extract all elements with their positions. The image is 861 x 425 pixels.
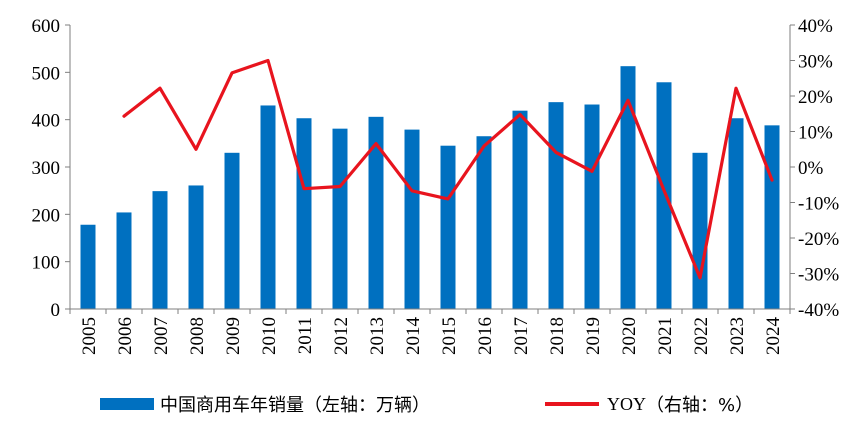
bar-2017 xyxy=(512,110,528,309)
x-tick-label-2014: 2014 xyxy=(403,317,424,356)
bar-2012 xyxy=(332,128,348,309)
x-tick-label-2023: 2023 xyxy=(727,317,748,355)
bar-2021 xyxy=(656,82,672,309)
bar-2008 xyxy=(188,185,204,309)
x-tick-label-2019: 2019 xyxy=(583,317,604,355)
bar-2019 xyxy=(584,104,600,310)
x-tick-label-2012: 2012 xyxy=(331,317,352,355)
x-tick-label-2017: 2017 xyxy=(511,317,532,355)
x-tick-label-2013: 2013 xyxy=(367,317,388,355)
bar-2010 xyxy=(260,105,276,309)
y-right-tick-label: 20% xyxy=(798,87,833,108)
y-right-tick-label: -10% xyxy=(798,194,839,215)
x-tick-label-2016: 2016 xyxy=(475,317,496,355)
yoy-line-series xyxy=(122,58,774,280)
bar-2022 xyxy=(692,152,708,309)
y-left-tick-label: 0 xyxy=(51,300,61,321)
x-tick-label-2010: 2010 xyxy=(259,317,280,355)
y-left-tick-label: 300 xyxy=(32,158,61,179)
bar-2014 xyxy=(404,129,420,309)
y-right-tick-label: 30% xyxy=(798,52,833,73)
bar-2016 xyxy=(476,136,492,309)
y-right-tick-label: 40% xyxy=(798,16,833,37)
bar-2015 xyxy=(440,145,456,309)
legend-swatch-line xyxy=(545,402,599,406)
y-left-tick-label: 400 xyxy=(32,111,61,132)
bar-2020 xyxy=(620,66,636,310)
y-left-tick-label: 600 xyxy=(32,16,61,37)
x-tick-label-2005: 2005 xyxy=(79,317,100,355)
bar-2009 xyxy=(224,152,240,309)
x-tick-label-2018: 2018 xyxy=(547,317,568,355)
y-left-tick-label: 500 xyxy=(32,63,61,84)
bar-2024 xyxy=(764,125,780,309)
y-right-tick-label: 0% xyxy=(798,158,824,179)
legend: 中国商用车年销量（左轴：万辆） YOY （右轴：%） xyxy=(0,389,861,419)
y-right-tick-label: 10% xyxy=(798,123,833,144)
bar-series xyxy=(80,66,780,310)
x-tick-label-2015: 2015 xyxy=(439,317,460,355)
y-right-tick-label: -40% xyxy=(798,300,839,321)
bar-2006 xyxy=(116,212,132,309)
x-tick-label-2007: 2007 xyxy=(151,317,172,355)
legend-swatch-bar xyxy=(100,398,154,410)
bar-2023 xyxy=(728,118,744,309)
bar-2013 xyxy=(368,116,384,310)
axes: 0 100 200 300 400 500 600 -40% -30% -20% -10% 0% 10%… xyxy=(32,16,840,355)
x-tick-label-2011: 2011 xyxy=(295,317,316,354)
bar-2011 xyxy=(296,118,312,309)
bar-2018 xyxy=(548,102,564,309)
legend-label-sales: 中国商用车年销量（左轴：万辆） xyxy=(160,395,430,416)
x-tick-label-2022: 2022 xyxy=(691,317,712,355)
bar-2007 xyxy=(152,191,168,309)
y-left-tick-label: 200 xyxy=(32,205,61,226)
x-tick-label-2008: 2008 xyxy=(187,317,208,355)
y-left-tick-label: 100 xyxy=(32,253,61,274)
y-right-tick-label: -30% xyxy=(798,265,839,286)
x-tick-label-2024: 2024 xyxy=(763,317,784,356)
legend-item-yoy: YOY （右轴：%） xyxy=(545,389,753,419)
legend-item-sales: 中国商用车年销量（左轴：万辆） xyxy=(100,389,430,419)
x-tick-label-2020: 2020 xyxy=(619,317,640,355)
y-right-tick-label: -20% xyxy=(798,229,839,250)
x-tick-label-2009: 2009 xyxy=(223,317,244,355)
yoy-line xyxy=(122,58,774,280)
legend-label-yoy-axis: （右轴：%） xyxy=(646,395,754,416)
x-tick-label-2006: 2006 xyxy=(115,317,136,355)
x-tick-label-2021: 2021 xyxy=(655,317,676,355)
legend-label-yoy: YOY xyxy=(607,393,646,414)
bar-2005 xyxy=(80,224,96,309)
